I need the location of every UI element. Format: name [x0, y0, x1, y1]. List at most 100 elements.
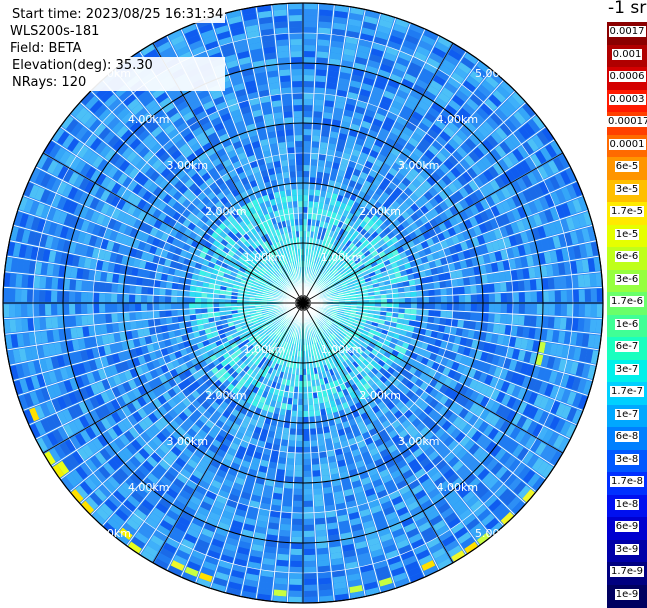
range-gate-cell [45, 317, 52, 329]
range-gate-cell [310, 165, 316, 171]
range-gate-cell [280, 524, 290, 531]
range-gate-cell [293, 501, 302, 507]
range-gate-cell [304, 579, 316, 585]
range-gate-cell [296, 453, 303, 459]
range-gate-cell [375, 299, 381, 302]
range-gate-cell [147, 312, 154, 319]
range-gate-cell [297, 417, 302, 423]
range-gate-cell [452, 287, 459, 294]
range-gate-cell [129, 304, 135, 312]
range-gate-cell [9, 289, 15, 302]
range-gate-cell [293, 507, 302, 513]
range-gate-cell [304, 537, 314, 543]
range-gate-cell [435, 296, 441, 302]
range-gate-cell [75, 316, 82, 326]
range-gate-cell [280, 530, 291, 537]
range-gate-cell [171, 310, 177, 316]
range-gate-cell [303, 381, 307, 387]
range-gate-cell [319, 21, 332, 28]
range-gate-cell [291, 543, 302, 549]
range-gate-cell [519, 304, 525, 314]
range-gate-cell [298, 399, 302, 405]
range-gate-cell [299, 387, 303, 393]
range-gate-cell [117, 304, 123, 312]
range-gate-cell [573, 290, 579, 302]
range-gate-cell [282, 506, 291, 513]
range-gate-cell [304, 15, 317, 21]
range-gate-cell [303, 189, 308, 195]
range-gate-cell [3, 304, 9, 317]
range-gate-cell [584, 319, 591, 332]
range-gate-cell [111, 304, 117, 312]
range-gate-cell [129, 313, 136, 321]
range-gate-cell [317, 45, 329, 52]
range-gate-cell [93, 304, 99, 313]
range-gate-cell [463, 321, 470, 329]
range-gate-cell [147, 287, 154, 294]
range-gate-cell [304, 105, 313, 111]
range-gate-cell [585, 289, 591, 302]
range-gate-cell [440, 289, 446, 296]
range-gate-cell [106, 324, 113, 333]
range-gate-cell [317, 172, 323, 179]
range-gate-cell [304, 477, 312, 483]
range-gate-cell [325, 499, 334, 506]
range-gate-cell [422, 310, 428, 316]
range-gate-cell [130, 321, 137, 329]
range-gate-cell [304, 69, 314, 75]
range-gate-cell [274, 590, 287, 597]
range-gate-cell [317, 433, 324, 440]
range-gate-cell [309, 189, 314, 195]
range-gate-cell [315, 512, 325, 519]
range-gate-cell [303, 213, 307, 219]
range-gate-cell [304, 489, 312, 495]
range-gate-cell [439, 281, 446, 288]
range-gate-cell [319, 9, 332, 16]
range-gate-cell [189, 298, 195, 303]
range-gate-cell [316, 75, 326, 82]
range-gate-cell [21, 319, 28, 332]
range-gate-cell [295, 471, 303, 477]
range-gate-cell [291, 416, 297, 422]
range-gate-cell [27, 290, 33, 302]
range-gate-cell [452, 312, 459, 319]
range-gate-cell [432, 275, 439, 282]
range-gate-cell [274, 584, 287, 591]
range-gate-cell [363, 300, 369, 303]
range-gate-cell [411, 298, 417, 303]
range-gate-cell [159, 296, 165, 302]
range-gate-cell [154, 280, 161, 287]
range-gate-cell [147, 304, 153, 311]
range-gate-cell [296, 435, 302, 441]
range-gate-cell [304, 441, 310, 447]
range-gate-cell [311, 440, 318, 446]
range-gate-cell [39, 290, 45, 302]
range-gate-cell [303, 201, 307, 207]
range-gate-cell [45, 291, 51, 302]
range-gate-cell [303, 405, 308, 411]
range-gate-cell [304, 117, 312, 123]
range-gate-cell [303, 369, 306, 375]
range-gate-cell [45, 304, 51, 315]
range-gate-cell [410, 315, 417, 321]
range-gate-cell [493, 324, 500, 333]
range-gate-cell [303, 183, 308, 189]
range-gate-cell [416, 309, 422, 315]
range-gate-cell [315, 93, 324, 100]
range-gate-cell [167, 324, 174, 331]
range-gate-cell [39, 318, 46, 330]
range-gate-cell [487, 274, 494, 283]
range-gate-cell [319, 154, 326, 161]
range-gate-cell [294, 477, 302, 483]
range-gate-cell [501, 293, 507, 302]
range-gate-cell [51, 317, 58, 328]
range-gate-cell [410, 286, 417, 292]
range-gate-cell [315, 506, 324, 513]
range-gate-cell [304, 573, 316, 579]
range-gate-cell [441, 304, 447, 310]
range-gate-cell [317, 166, 324, 173]
range-gate-cell [130, 277, 137, 285]
range-gate-cell [69, 316, 76, 327]
range-gate-cell [327, 516, 337, 523]
